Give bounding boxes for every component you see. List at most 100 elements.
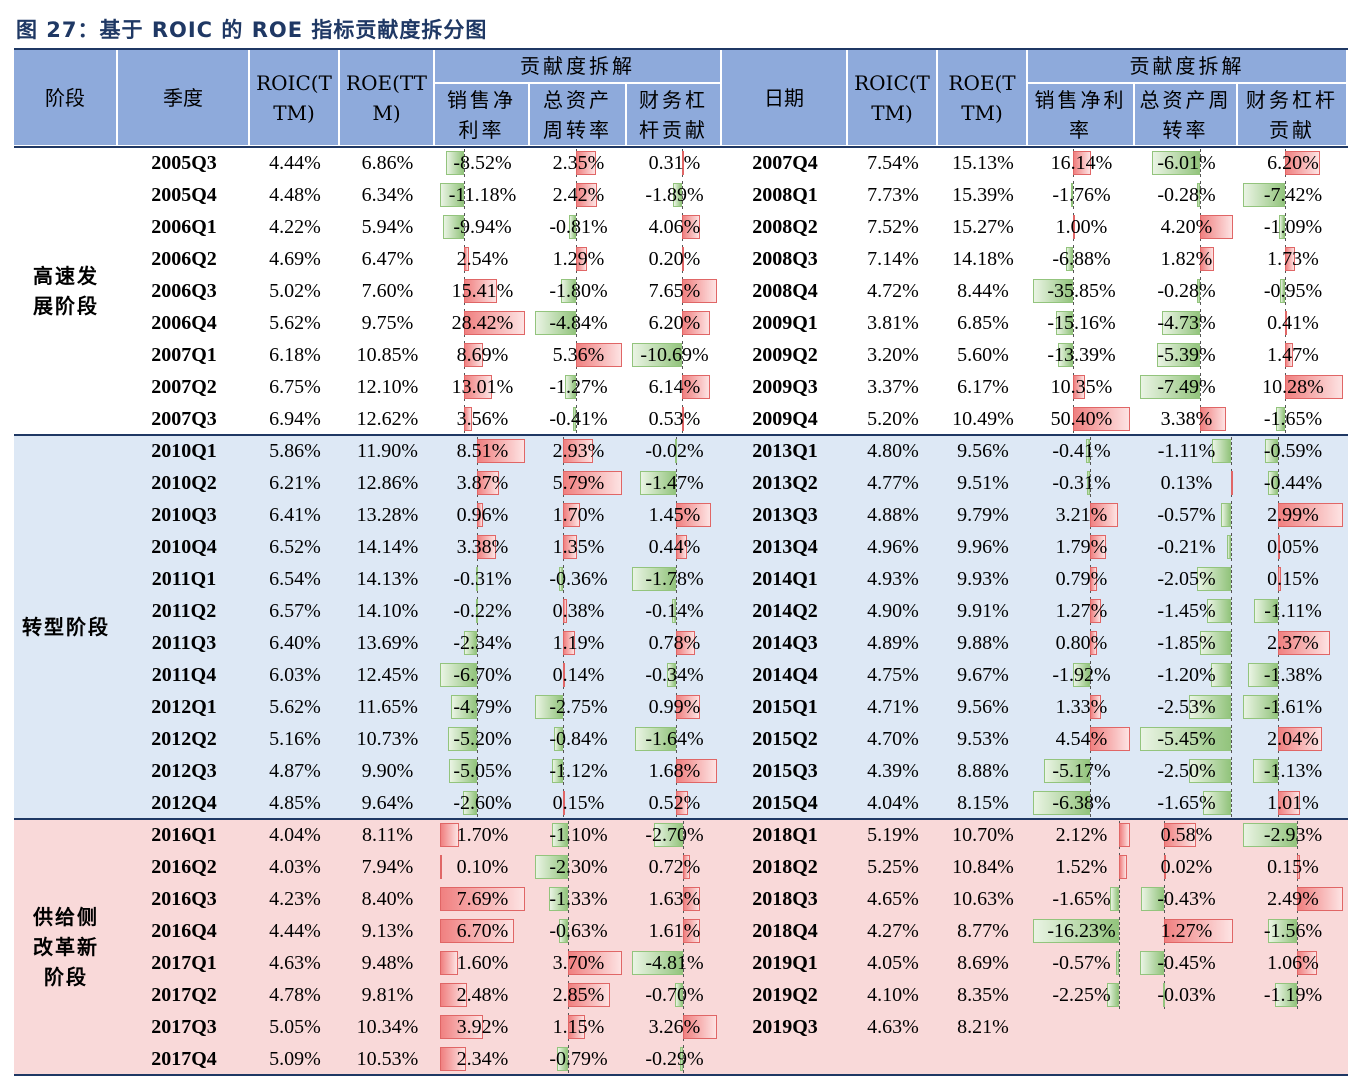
cell-text: 3.37% xyxy=(867,375,919,398)
stage-label: 转型阶段 xyxy=(22,615,110,639)
cell-text: 10.35% xyxy=(1050,375,1113,398)
table-cell: 8.88% xyxy=(938,755,1028,787)
table-cell: 9.56% xyxy=(938,435,1028,467)
cell-text: 8.77% xyxy=(957,919,1009,942)
data-bar xyxy=(477,439,525,463)
bar-axis xyxy=(1297,917,1299,945)
table-cell: 8.44% xyxy=(938,275,1028,307)
data-bar xyxy=(1278,503,1343,527)
table-cell: 2006Q4 xyxy=(118,307,250,339)
data-bar xyxy=(681,375,710,399)
header-cell: ROE(TTM) xyxy=(938,50,1028,147)
cell-text: -0.34% xyxy=(645,663,704,686)
table-cell: 1.82% xyxy=(1135,243,1238,275)
table-cell: 4.78% xyxy=(250,979,340,1011)
table-cell: 9.93% xyxy=(938,563,1028,595)
table-cell: 3.37% xyxy=(848,371,938,403)
data-bar xyxy=(563,471,622,495)
table-cell: 1.79% xyxy=(1028,531,1135,563)
table-cell: 9.79% xyxy=(938,499,1028,531)
table-cell: 2016Q4 xyxy=(118,915,250,947)
cell-text: 6.18% xyxy=(269,343,321,366)
data-bar xyxy=(1265,439,1278,463)
cell-text: 1.68% xyxy=(648,759,701,782)
table-cell: 1.73% xyxy=(1238,243,1348,275)
cell-text: 7.54% xyxy=(867,151,919,174)
table-cell: 13.28% xyxy=(340,499,435,531)
data-bar xyxy=(1278,631,1330,655)
cell-text: 6.17% xyxy=(957,375,1009,398)
table-cell: 7.73% xyxy=(848,179,938,211)
bar-axis xyxy=(576,405,578,433)
cell-text: 4.44% xyxy=(269,151,321,174)
cell-text: 8.11% xyxy=(362,823,413,846)
bar-axis xyxy=(1073,277,1075,305)
cell-text: 7.60% xyxy=(361,279,414,302)
table-cell: -2.25% xyxy=(1028,979,1135,1011)
table-cell: 2.54% xyxy=(435,243,530,275)
cell-text: 4.06% xyxy=(648,215,701,238)
cell-text: 2014Q1 xyxy=(752,567,818,590)
table-cell: -1.64% xyxy=(627,723,722,755)
table-cell: 8.35% xyxy=(938,979,1028,1011)
cell-text: 2005Q3 xyxy=(151,151,217,174)
bar-axis xyxy=(675,565,677,593)
table-cell: -1.76% xyxy=(1028,179,1135,211)
table-cell: 14.10% xyxy=(340,595,435,627)
table-cell: 6.75% xyxy=(250,371,340,403)
cell-text: 4.54% xyxy=(1055,727,1108,750)
cell-text: 4.48% xyxy=(269,183,321,206)
cell-text: 2016Q2 xyxy=(151,855,217,878)
table-cell: 4.69% xyxy=(250,243,340,275)
table-cell: 4.90% xyxy=(848,595,938,627)
cell-text: 2.42% xyxy=(552,183,605,206)
data-bar xyxy=(463,311,525,335)
data-bar xyxy=(450,695,478,719)
data-bar xyxy=(675,439,678,463)
data-bar xyxy=(672,599,676,623)
header-sub: 销售净利率 xyxy=(435,84,530,147)
bar-axis xyxy=(563,693,564,721)
table-cell: 1.27% xyxy=(1135,915,1238,947)
cell-text: -1.56% xyxy=(1263,919,1323,942)
data-bar xyxy=(1056,311,1074,335)
cell-text: 10.84% xyxy=(952,855,1014,878)
cell-text: 14.13% xyxy=(356,567,419,590)
cell-text: 15.13% xyxy=(952,151,1014,174)
cell-text: 10.63% xyxy=(952,887,1014,910)
cell-text: 15.27% xyxy=(952,215,1014,238)
table-cell: 9.88% xyxy=(938,627,1028,659)
table-cell: -1.11% xyxy=(1238,595,1348,627)
cell-text: 3.70% xyxy=(552,951,605,974)
cell-text: 9.91% xyxy=(957,599,1009,622)
table-cell: 6.20% xyxy=(1238,147,1348,179)
table-cell: 2017Q1 xyxy=(118,947,250,979)
cell-text: 2016Q1 xyxy=(151,823,217,846)
bar-axis xyxy=(1164,981,1166,1009)
data-bar xyxy=(1161,311,1200,335)
table-cell: 1.00% xyxy=(1028,211,1135,243)
table-cell: -1.65% xyxy=(1135,787,1238,819)
bar-axis xyxy=(1118,885,1120,913)
cell-text: 8.40% xyxy=(361,887,414,910)
cell-text: 1.27% xyxy=(1160,919,1213,942)
table-cell: 10.63% xyxy=(938,883,1028,915)
cell-text: 4.70% xyxy=(867,727,919,750)
table-cell: 9.51% xyxy=(938,467,1028,499)
table-cell: 3.92% xyxy=(435,1011,530,1043)
cell-text: 4.85% xyxy=(269,791,321,814)
data-bar xyxy=(1140,951,1165,975)
cell-text: 0.44% xyxy=(648,535,701,558)
bar-axis xyxy=(477,661,479,689)
cell-text: 3.81% xyxy=(867,311,919,334)
table-cell: 0.80% xyxy=(1028,627,1135,659)
rule xyxy=(14,48,1348,50)
cell-text: 4.04% xyxy=(867,791,919,814)
table-cell: 2005Q4 xyxy=(118,179,250,211)
table-cell: 2.93% xyxy=(530,435,627,467)
cell-text: -1.13% xyxy=(1263,759,1323,782)
data-bar xyxy=(1073,151,1092,175)
cell-text: 2006Q2 xyxy=(151,247,217,270)
cell-text: 11.90% xyxy=(357,439,418,462)
cell-text: 2010Q1 xyxy=(151,439,217,462)
